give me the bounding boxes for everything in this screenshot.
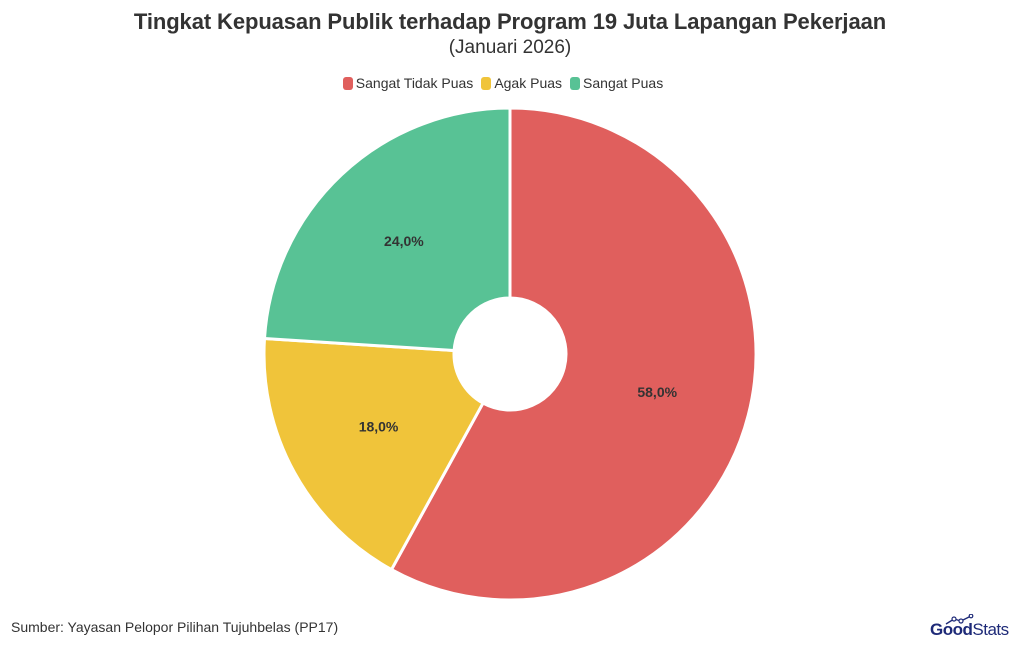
legend-item-sangat-tidak-puas[interactable]: Sangat Tidak Puas — [342, 75, 474, 91]
legend-item-sangat-puas[interactable]: Sangat Puas — [570, 75, 663, 91]
trend-line-icon — [945, 614, 974, 625]
slice-value-label: 24,0% — [384, 233, 424, 249]
chart-subtitle: (Januari 2026) — [448, 37, 572, 58]
legend-label: Sangat Puas — [583, 75, 664, 91]
chart-legend: Sangat Tidak Puas Agak Puas Sangat Puas — [0, 75, 1006, 91]
slice-sangat-tidak-puas[interactable] — [389, 106, 758, 602]
logo-text: GoodStats — [930, 620, 1009, 640]
logo-text-bold: Good — [930, 620, 973, 639]
slice-agak-puas[interactable] — [262, 337, 485, 572]
goodstats-logo: GoodStats — [930, 614, 1012, 640]
logo-text-light: Stats — [972, 620, 1009, 639]
slice-value-label: 58,0% — [637, 384, 677, 400]
slice-sangat-puas[interactable] — [262, 106, 512, 352]
donut-slices — [262, 106, 758, 602]
legend-swatch-icon — [481, 76, 492, 90]
slice-value-label: 18,0% — [359, 418, 399, 434]
legend-label: Sangat Tidak Puas — [355, 75, 474, 91]
legend-label: Agak Puas — [494, 75, 563, 91]
legend-swatch-icon — [342, 76, 353, 90]
slice-labels: 58,0% 18,0% 24,0% — [359, 233, 678, 434]
chart-title: Tingkat Kepuasan Publik terhadap Program… — [133, 9, 887, 34]
legend-swatch-icon — [570, 76, 581, 90]
source-note: Sumber: Yayasan Pelopor Pilihan Tujuhbel… — [11, 619, 339, 635]
legend-item-agak-puas[interactable]: Agak Puas — [481, 75, 562, 91]
